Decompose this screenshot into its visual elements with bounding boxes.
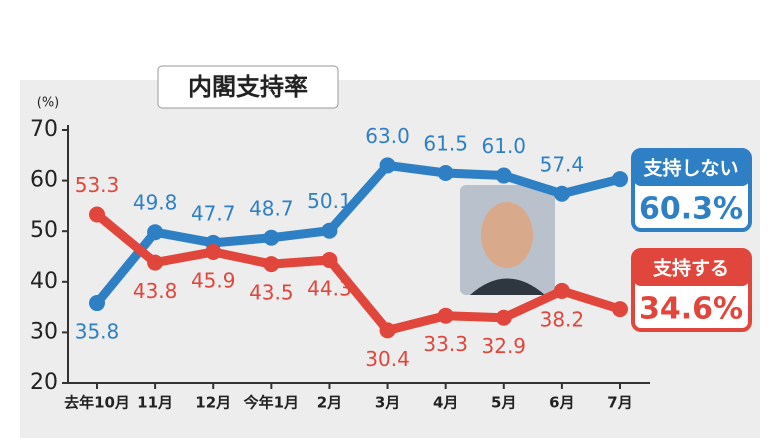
point (263, 229, 280, 246)
point (89, 295, 105, 312)
photo (460, 185, 555, 295)
legend-header (633, 150, 750, 186)
data-label: 35.8 (75, 320, 120, 344)
y-axis-label: (%) (37, 96, 60, 111)
data-label: 50.1 (307, 189, 352, 213)
x-tick-label: 3月 (375, 394, 400, 412)
point (495, 167, 512, 184)
data-label: 61.0 (482, 134, 527, 158)
series-line (93, 160, 622, 306)
point (321, 222, 338, 239)
legend-value: 60.3% (639, 192, 743, 227)
x-tick-label: 2月 (317, 394, 342, 412)
point (89, 206, 105, 223)
data-label: 53.3 (75, 173, 120, 197)
point (379, 322, 396, 339)
data-label: 45.9 (191, 268, 236, 292)
x-tick-label: 11月 (137, 394, 173, 412)
legend-label: 支持しない (642, 157, 738, 180)
y-tick-label: 60 (30, 168, 58, 193)
point (205, 243, 222, 260)
data-label: 47.7 (191, 201, 236, 225)
chart-title: 内閣支持率 (188, 73, 308, 101)
point (147, 224, 164, 241)
point (495, 309, 512, 326)
point (263, 256, 280, 273)
legend-value: 34.6% (639, 292, 743, 327)
x-tick-label: 6月 (549, 394, 574, 412)
point (612, 171, 628, 188)
data-label: 43.5 (249, 281, 294, 305)
x-tick-label: 12月 (195, 394, 231, 412)
data-label: 57.4 (540, 152, 585, 176)
x-tick-label: 4月 (433, 394, 458, 412)
series-line (94, 211, 622, 335)
point (437, 165, 454, 182)
point (321, 252, 338, 269)
point (437, 307, 454, 324)
data-label: 30.4 (365, 347, 410, 371)
data-label: 48.7 (249, 196, 294, 220)
y-tick-label: 40 (30, 269, 58, 294)
point (612, 301, 628, 318)
data-label: 33.3 (423, 332, 468, 356)
legend-label: 支持する (652, 257, 729, 280)
x-tick-label: 去年10月 (64, 394, 130, 412)
y-tick-label: 20 (30, 370, 58, 395)
data-label: 63.0 (365, 124, 410, 148)
data-label: 61.5 (423, 132, 468, 156)
data-label: 44.3 (307, 277, 352, 301)
y-tick-label: 70 (30, 117, 58, 142)
legend-header (633, 250, 750, 286)
x-tick-label: 7月 (607, 394, 632, 412)
data-label: 49.8 (133, 191, 178, 215)
point (553, 185, 570, 202)
x-tick-label: 今年1月 (243, 394, 299, 412)
data-label: 32.9 (482, 334, 527, 358)
data-label: 43.8 (133, 279, 178, 303)
point (379, 157, 396, 174)
data-label: 38.2 (540, 307, 585, 331)
title-box (157, 65, 339, 109)
point (553, 282, 570, 299)
point (147, 254, 164, 271)
x-tick-label: 5月 (491, 394, 516, 412)
y-tick-label: 50 (30, 218, 58, 243)
y-tick-label: 30 (30, 319, 58, 344)
